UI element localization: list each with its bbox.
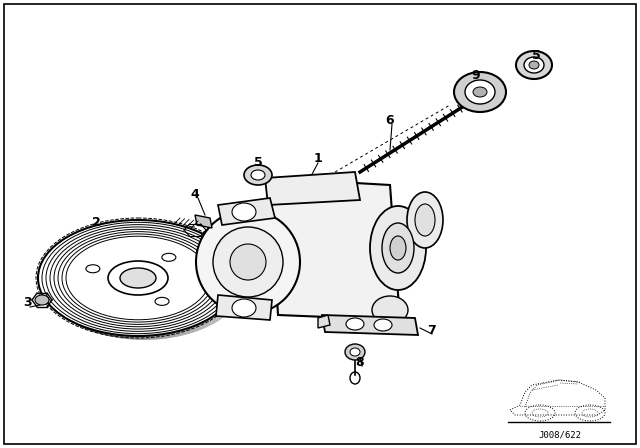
Text: 4: 4: [191, 188, 200, 201]
Polygon shape: [218, 198, 275, 225]
Ellipse shape: [415, 204, 435, 236]
Ellipse shape: [372, 296, 408, 324]
Ellipse shape: [213, 227, 283, 297]
Text: 5: 5: [532, 48, 540, 61]
Polygon shape: [216, 295, 272, 320]
Ellipse shape: [465, 80, 495, 104]
Ellipse shape: [232, 203, 256, 221]
Ellipse shape: [473, 87, 487, 97]
Text: 6: 6: [386, 113, 394, 126]
Ellipse shape: [390, 236, 406, 260]
Ellipse shape: [155, 297, 169, 306]
Text: 9: 9: [472, 69, 480, 82]
Text: 1: 1: [314, 151, 323, 164]
Polygon shape: [265, 172, 360, 205]
Ellipse shape: [374, 319, 392, 331]
Ellipse shape: [524, 57, 544, 73]
Text: J008/622: J008/622: [538, 431, 582, 439]
Ellipse shape: [382, 223, 414, 273]
Ellipse shape: [232, 299, 256, 317]
Text: 3: 3: [24, 296, 32, 309]
Ellipse shape: [108, 261, 168, 295]
Ellipse shape: [244, 165, 272, 185]
Text: 5: 5: [253, 155, 262, 168]
Ellipse shape: [529, 61, 539, 69]
Polygon shape: [322, 315, 418, 335]
Ellipse shape: [346, 318, 364, 330]
Ellipse shape: [162, 253, 176, 261]
Ellipse shape: [345, 344, 365, 360]
Ellipse shape: [516, 51, 552, 79]
Ellipse shape: [120, 268, 156, 288]
Ellipse shape: [370, 206, 426, 290]
Ellipse shape: [196, 210, 300, 314]
Text: 7: 7: [428, 323, 436, 336]
Polygon shape: [270, 178, 400, 320]
Ellipse shape: [86, 265, 100, 273]
Ellipse shape: [35, 295, 49, 305]
Ellipse shape: [230, 244, 266, 280]
Polygon shape: [318, 315, 330, 328]
Text: 2: 2: [92, 215, 100, 228]
Ellipse shape: [38, 220, 238, 336]
Ellipse shape: [454, 72, 506, 112]
Text: 8: 8: [356, 356, 364, 369]
Ellipse shape: [407, 192, 443, 248]
Polygon shape: [195, 215, 212, 228]
Ellipse shape: [350, 348, 360, 356]
Ellipse shape: [251, 170, 265, 180]
